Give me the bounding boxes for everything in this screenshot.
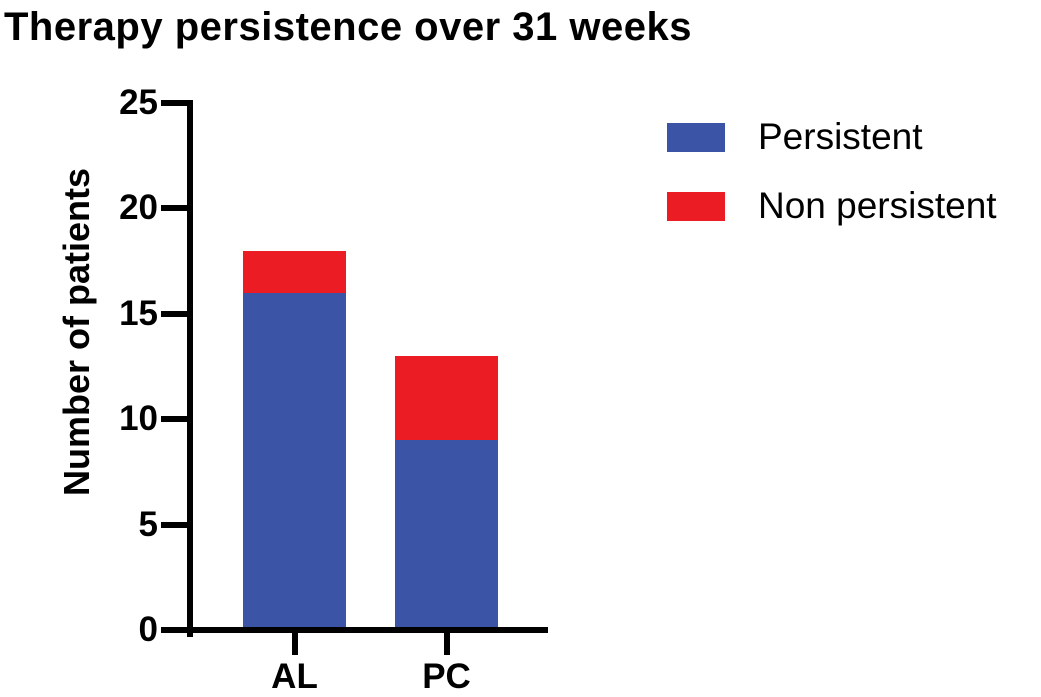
x-tick-mark <box>443 630 450 655</box>
y-tick-label: 15 <box>119 293 158 333</box>
legend-swatch-persistent <box>667 122 725 152</box>
bar-segment-al-non-persistent <box>243 250 346 293</box>
x-axis-line <box>187 627 548 633</box>
y-tick-mark <box>161 416 187 423</box>
x-tick-mark <box>291 630 298 655</box>
legend-label: Persistent <box>758 116 923 157</box>
bar-segment-pc-non-persistent <box>395 355 498 441</box>
y-tick-label: 20 <box>119 188 158 228</box>
chart-title: Therapy persistence over 31 weeks <box>4 5 692 49</box>
bar-segment-pc-persistent <box>395 440 498 630</box>
y-tick-label: 25 <box>119 83 158 122</box>
legend-row: Non persistent <box>667 186 997 226</box>
y-tick-label: 0 <box>138 610 158 649</box>
y-axis-line <box>187 100 193 637</box>
y-tick-mark <box>161 521 187 528</box>
legend-label: Non persistent <box>758 185 997 226</box>
y-tick-mark <box>161 627 187 633</box>
legend-swatch-non-persistent <box>667 191 725 221</box>
legend-row: Persistent <box>667 117 923 157</box>
y-tick-mark <box>161 310 187 317</box>
y-tick-mark <box>161 205 187 212</box>
y-tick-mark <box>161 100 187 106</box>
x-axis-label: PC <box>422 657 471 696</box>
bar-segment-al-persistent <box>243 292 346 630</box>
x-axis-label: AL <box>271 657 318 696</box>
y-tick-label: 5 <box>138 504 158 544</box>
y-tick-label: 10 <box>119 399 158 439</box>
